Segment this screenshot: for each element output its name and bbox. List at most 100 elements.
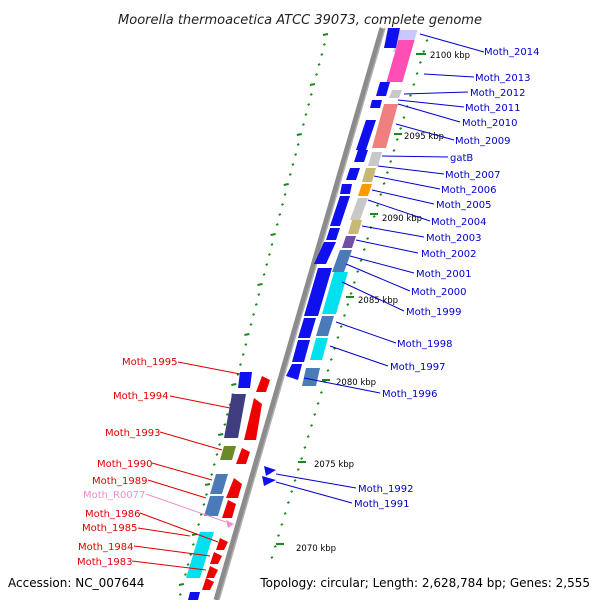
feature-moth-2003[interactable] (348, 220, 362, 234)
feature-moth-1994-red[interactable] (244, 398, 262, 440)
feature-moth-2011[interactable] (370, 100, 382, 108)
feature-blue-a[interactable] (376, 82, 390, 96)
tick-mark (178, 583, 185, 586)
feature-blue-c[interactable] (354, 150, 368, 162)
feature-moth-2007[interactable] (362, 168, 376, 182)
plus-strand-features (262, 28, 418, 486)
gene-label-moth-2003[interactable]: Moth_2003 (426, 233, 481, 244)
gene-label-moth-r0077[interactable]: Moth_R0077 (83, 490, 145, 501)
feature-moth-2002[interactable] (342, 236, 356, 248)
feature-blue-h[interactable] (314, 242, 336, 264)
tick-mark (252, 313, 256, 316)
tick-mark (339, 325, 343, 328)
gene-label-moth-1999[interactable]: Moth_1999 (406, 307, 461, 318)
tick-mark (283, 512, 287, 515)
gene-label-moth-1986[interactable]: Moth_1986 (85, 509, 140, 520)
gene-label-moth-1990[interactable]: Moth_1990 (97, 459, 152, 470)
tick-mark (296, 133, 302, 136)
feature-moth-1995[interactable] (238, 372, 252, 388)
feature-moth-1996[interactable] (286, 364, 302, 380)
feature-blue-f[interactable] (330, 196, 350, 226)
tick-mark (186, 563, 190, 566)
tick-mark (244, 343, 248, 346)
feature-moth-1986[interactable] (216, 538, 228, 550)
feature-moth-1993[interactable] (220, 446, 236, 460)
feature-moth-1989-red[interactable] (222, 500, 236, 518)
tick-mark (254, 303, 258, 306)
gene-label-moth-1996[interactable]: Moth_1996 (382, 389, 437, 400)
gene-label-moth-1991[interactable]: Moth_1991 (354, 499, 409, 510)
gene-label-moth-1983[interactable]: Moth_1983 (77, 557, 132, 568)
feature-blue-d[interactable] (346, 168, 360, 180)
feature-moth-2009[interactable] (372, 104, 398, 148)
tick-mark (389, 160, 393, 163)
tick-mark (270, 233, 276, 236)
minus-gene-labels: Moth_1995 Moth_1994 Moth_1993 Moth_1990 … (77, 357, 241, 571)
tick-mark (343, 314, 346, 317)
gene-label-moth-2011[interactable]: Moth_2011 (465, 103, 520, 114)
feature-moth-1983c[interactable] (188, 592, 200, 600)
feature-moth-2013[interactable] (386, 40, 415, 82)
gene-label-moth-2000[interactable]: Moth_2000 (411, 287, 466, 298)
tick-mark (316, 402, 320, 405)
feature-moth-2001[interactable] (332, 250, 352, 272)
feature-moth-1989[interactable] (204, 496, 224, 516)
feature-gatb[interactable] (368, 152, 382, 166)
gene-label-moth-2012[interactable]: Moth_2012 (470, 88, 525, 99)
feature-moth-1992[interactable] (264, 466, 276, 476)
gene-label-moth-1994[interactable]: Moth_1994 (113, 391, 168, 402)
feature-moth-r0077[interactable] (226, 520, 234, 528)
topology-text: Topology: circular; Length: 2,628,784 bp… (259, 576, 590, 590)
feature-moth-1991[interactable] (262, 476, 276, 486)
feature-moth-2012[interactable] (389, 90, 402, 98)
accession-text: Accession: NC_007644 (8, 576, 144, 590)
gene-label-moth-1995[interactable]: Moth_1995 (122, 357, 177, 368)
feature-moth-1983b[interactable] (202, 578, 214, 590)
gene-label-moth-1989[interactable]: Moth_1989 (92, 476, 147, 487)
tick-mark (189, 553, 193, 556)
feature-blue-b[interactable] (356, 120, 376, 150)
gene-label-moth-2010[interactable]: Moth_2010 (462, 118, 517, 129)
gene-label-moth-2004[interactable]: Moth_2004 (431, 217, 486, 228)
feature-moth-1995-red[interactable] (256, 376, 270, 392)
feature-moth-1998[interactable] (316, 316, 334, 336)
feature-moth-1984[interactable] (210, 552, 222, 564)
gene-label-moth-1993[interactable]: Moth_1993 (105, 428, 160, 439)
gene-label-moth-2006[interactable]: Moth_2006 (441, 185, 496, 196)
gene-label-moth-1985[interactable]: Moth_1985 (82, 523, 137, 534)
feature-moth-1993-red[interactable] (236, 448, 250, 464)
feature-moth-1990[interactable] (210, 474, 228, 494)
feature-moth-1983[interactable] (206, 566, 218, 578)
feature-moth-2006[interactable] (358, 184, 372, 196)
feature-moth-2014-arrow[interactable] (384, 28, 400, 48)
feature-moth-1990-red[interactable] (226, 478, 242, 498)
tick-mark (296, 143, 300, 146)
feature-blue-j[interactable] (298, 318, 316, 338)
gene-label-moth-2009[interactable]: Moth_2009 (455, 136, 510, 147)
gene-label-moth-2007[interactable]: Moth_2007 (445, 170, 500, 181)
feature-moth-1999[interactable] (322, 272, 348, 314)
feature-blue-g[interactable] (326, 228, 340, 240)
gene-label-moth-1997[interactable]: Moth_1997 (390, 362, 445, 373)
gene-label-moth-1984[interactable]: Moth_1984 (78, 542, 133, 553)
feature-blue-i[interactable] (304, 268, 332, 316)
tick-mark (379, 193, 383, 196)
tick-mark (270, 556, 274, 559)
feature-blue-e[interactable] (340, 184, 352, 194)
feature-moth-2004[interactable] (350, 198, 368, 220)
gene-label-moth-1998[interactable]: Moth_1998 (397, 339, 452, 350)
gene-label-gatb[interactable]: gatB (450, 153, 473, 164)
tick-mark (385, 171, 389, 174)
tick-mark (346, 303, 350, 306)
gene-label-moth-2013[interactable]: Moth_2013 (475, 73, 530, 84)
feature-moth-1994[interactable] (224, 394, 246, 438)
feature-moth-1996b[interactable] (302, 368, 320, 386)
feature-moth-1997[interactable] (310, 338, 328, 360)
gene-label-moth-2005[interactable]: Moth_2005 (436, 200, 491, 211)
gene-label-moth-2001[interactable]: Moth_2001 (416, 269, 471, 280)
gene-label-moth-2014[interactable]: Moth_2014 (484, 47, 539, 58)
gene-label-moth-2002[interactable]: Moth_2002 (421, 249, 476, 260)
gene-label-moth-1992[interactable]: Moth_1992 (358, 484, 413, 495)
tick-mark (280, 523, 284, 526)
feature-blue-k[interactable] (292, 340, 310, 362)
